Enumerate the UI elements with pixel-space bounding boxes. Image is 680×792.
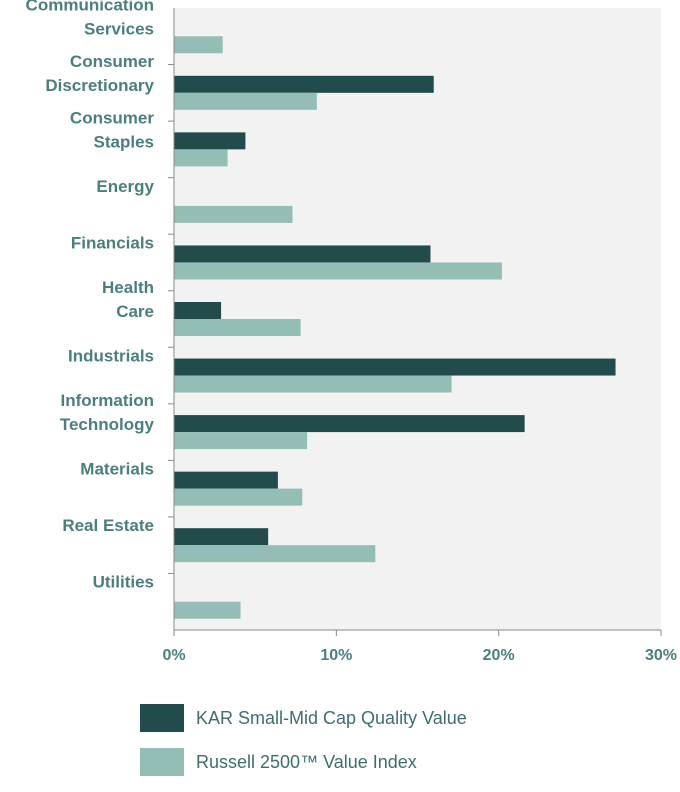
category-label-communication-services: Communication Services [26, 0, 154, 38]
bar-kar-materials [174, 471, 278, 489]
category-label-energy: Energy [96, 177, 154, 196]
bar-kar-financials [174, 245, 431, 263]
legend-swatch-kar [140, 704, 184, 732]
category-label-industrials: Industrials [68, 347, 154, 366]
legend-item-russell: Russell 2500™ Value Index [140, 748, 467, 776]
bar-russell-real-estate [174, 545, 376, 563]
bar-kar-real-estate [174, 528, 269, 546]
legend-swatch-russell [140, 748, 184, 776]
bar-russell-materials [174, 488, 303, 506]
legend: KAR Small-Mid Cap Quality Value Russell … [140, 704, 467, 792]
bar-kar-industrials [174, 358, 616, 376]
legend-label-kar: KAR Small-Mid Cap Quality Value [196, 707, 467, 728]
x-tick-label-10: 10% [320, 647, 352, 664]
bar-kar-health-care [174, 302, 222, 319]
category-labels: Communication Services Consumer Discretiona… [26, 0, 155, 592]
bar-chart: Communication Services Consumer Discretiona… [26, 0, 677, 664]
axes-group [168, 8, 662, 636]
category-label-information-technology: Information Technology [60, 391, 155, 434]
bar-russell-communication-services [174, 36, 223, 54]
bar-russell-consumer-staples [174, 149, 228, 167]
category-label-materials: Materials [80, 460, 154, 479]
x-tick-labels: 0% 10% 20% 30% [162, 647, 677, 664]
category-label-financials: Financials [71, 233, 154, 252]
x-tick-label-30: 30% [645, 647, 677, 664]
category-label-real-estate: Real Estate [62, 516, 154, 535]
category-label-utilities: Utilities [93, 573, 154, 592]
legend-label-russell: Russell 2500™ Value Index [196, 751, 417, 772]
bar-russell-financials [174, 262, 502, 280]
legend-item-kar: KAR Small-Mid Cap Quality Value [140, 704, 467, 732]
bar-russell-consumer-discretionary [174, 92, 317, 110]
bar-kar-information-technology [174, 415, 525, 433]
category-label-consumer-discretionary: Consumer Discretionary [45, 52, 154, 95]
bar-kar-consumer-discretionary [174, 75, 434, 93]
x-tick-label-20: 20% [483, 647, 515, 664]
bar-kar-consumer-staples [174, 132, 246, 150]
bar-russell-energy [174, 205, 293, 223]
bar-russell-utilities [174, 601, 241, 619]
bar-russell-information-technology [174, 432, 308, 450]
category-label-health-care: Health Care [102, 278, 154, 321]
x-tick-label-0: 0% [162, 647, 185, 664]
bar-russell-health-care [174, 319, 301, 336]
bars-group [174, 36, 616, 619]
category-label-consumer-staples: Consumer Staples [70, 108, 154, 151]
bar-russell-industrials [174, 375, 452, 393]
